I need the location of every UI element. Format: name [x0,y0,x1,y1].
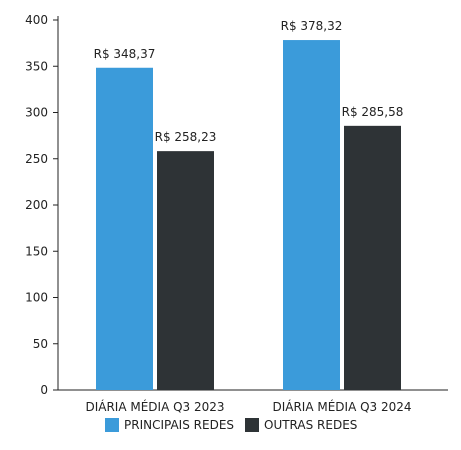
legend-swatch [105,418,119,432]
x-category-label: DIÁRIA MÉDIA Q3 2023 [85,399,224,414]
bar-value-label: R$ 378,32 [281,19,343,33]
y-tick-label: 200 [25,198,48,212]
y-tick-label: 400 [25,13,48,27]
y-tick-label: 150 [25,244,48,258]
legend-label: PRINCIPAIS REDES [124,418,234,432]
y-tick-label: 350 [25,59,48,73]
bar-value-label: R$ 348,37 [94,47,156,61]
y-axis: 0 50 100 150 200 250 300 350 400 [25,13,448,397]
y-tick-label: 0 [40,383,48,397]
y-tick-label: 300 [25,106,48,120]
bar-value-label: R$ 258,23 [155,130,217,144]
y-tick-label: 50 [33,337,48,351]
y-tick-label: 250 [25,152,48,166]
legend-label: OUTRAS REDES [264,418,357,432]
bars [96,40,401,390]
legend-swatch [245,418,259,432]
legend: PRINCIPAIS REDES OUTRAS REDES [105,418,357,432]
category-labels: DIÁRIA MÉDIA Q3 2023 DIÁRIA MÉDIA Q3 2024 [85,399,411,414]
bar-value-label: R$ 285,58 [342,105,404,119]
x-category-label: DIÁRIA MÉDIA Q3 2024 [272,399,411,414]
value-labels: R$ 348,37 R$ 258,23 R$ 378,32 R$ 285,58 [94,19,404,144]
y-tick-label: 100 [25,291,48,305]
bar [157,151,214,390]
bar [96,67,153,390]
bar [283,40,340,390]
bar [344,125,401,390]
